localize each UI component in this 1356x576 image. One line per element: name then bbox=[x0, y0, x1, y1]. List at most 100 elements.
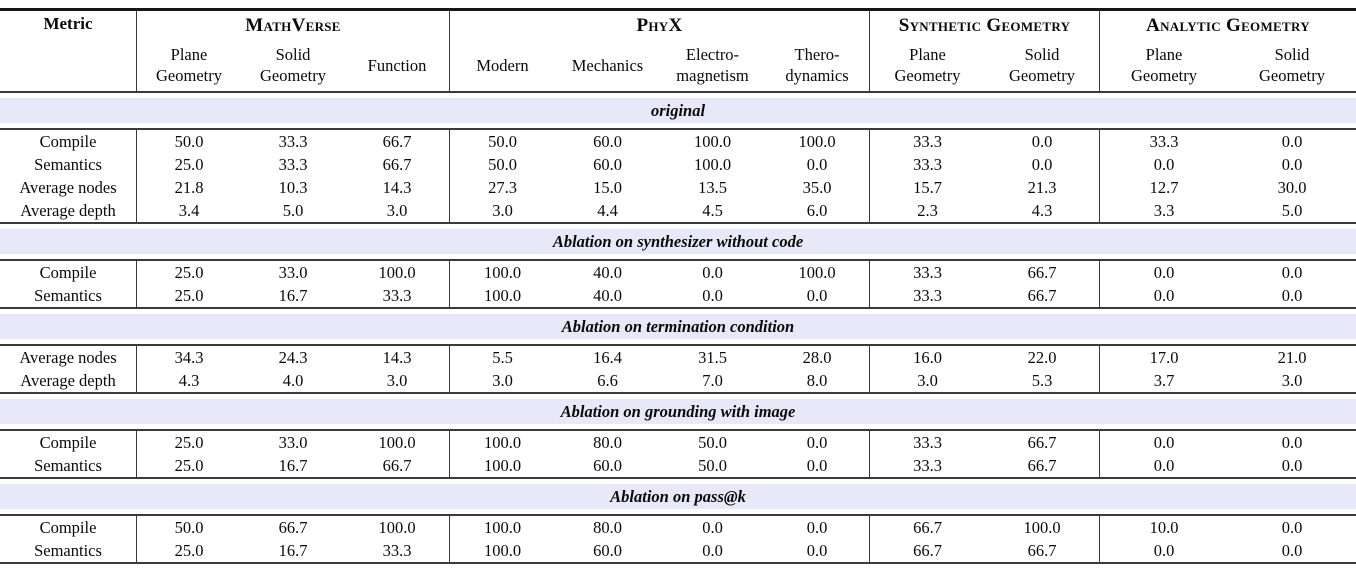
value-cell: 66.7 bbox=[345, 153, 450, 176]
row-label: Compile bbox=[0, 516, 137, 539]
value-cell: 100.0 bbox=[483, 432, 522, 452]
horizontal-rule bbox=[0, 222, 1356, 224]
value-cell: 100.0 bbox=[483, 455, 522, 475]
value-cell: 100.0 bbox=[483, 540, 522, 560]
value-cell: 100.0 bbox=[483, 517, 522, 537]
table-row: Average depth 3.4 5.0 3.0 3.0 4.4 4.5 6.0 2.3 4.3… bbox=[0, 199, 1356, 222]
row-label: Average nodes bbox=[0, 176, 137, 199]
column-header-phyx-electro-magnetism: Electro- magnetism bbox=[676, 45, 749, 85]
value-cell: 31.5 bbox=[698, 347, 727, 367]
group-header-analytic-geometry: Analytic Geometry bbox=[1146, 15, 1310, 36]
horizontal-rule bbox=[0, 344, 1356, 346]
section-header-original: original bbox=[0, 98, 1356, 123]
value-cell: 25.0 bbox=[174, 262, 204, 282]
table-header: Metric MathVerse Plane Geometry Solid Geome… bbox=[0, 11, 1356, 91]
value-cell: 33.3 bbox=[1149, 131, 1179, 151]
value-cell: 25.0 bbox=[174, 154, 204, 174]
value-cell: 3.0 bbox=[492, 200, 513, 220]
value-cell: 28.0 bbox=[765, 346, 870, 369]
value-cell: 4.3 bbox=[985, 199, 1100, 222]
value-cell: 0.0 bbox=[1281, 517, 1303, 537]
row-label: Average depth bbox=[0, 369, 137, 392]
value-cell: 4.0 bbox=[282, 370, 304, 390]
value-cell: 33.3 bbox=[278, 154, 308, 174]
value-cell: 21.0 bbox=[1277, 347, 1307, 367]
horizontal-rule bbox=[0, 514, 1356, 516]
value-cell: 16.7 bbox=[278, 285, 308, 305]
value-cell: 33.3 bbox=[345, 539, 450, 562]
value-cell: 5.3 bbox=[985, 369, 1100, 392]
column-header-phyx-mechanics: Mechanics bbox=[571, 55, 644, 75]
value-cell: 4.5 bbox=[702, 200, 723, 220]
value-cell: 12.7 bbox=[1149, 177, 1179, 197]
value-cell: 0.0 bbox=[765, 153, 870, 176]
value-cell: 33.3 bbox=[278, 131, 308, 151]
section-rows-ablation-on-synthesizer-without-code: Compile 25.0 33.0 100.0 100.0 40.0 0.0 100.0 33.… bbox=[0, 261, 1356, 307]
group-header-phyx: PhyX bbox=[450, 11, 870, 41]
value-cell: 0.0 bbox=[1281, 540, 1303, 560]
value-cell: 33.0 bbox=[278, 262, 308, 282]
table-row: Average depth 4.3 4.0 3.0 3.0 6.6 7.0 8.0 3.0 5.3… bbox=[0, 369, 1356, 392]
row-label: Compile bbox=[0, 431, 137, 454]
value-cell: 24.3 bbox=[278, 347, 308, 367]
value-cell: 25.0 bbox=[174, 540, 204, 560]
value-cell: 50.0 bbox=[488, 154, 517, 174]
value-cell: 15.7 bbox=[913, 177, 942, 197]
results-table: Metric MathVerse Plane Geometry Solid Geome… bbox=[0, 8, 1356, 564]
section-rows-original: Compile 50.0 33.3 66.7 50.0 60.0 100.0 100.0 33.… bbox=[0, 130, 1356, 222]
value-cell: 10.0 bbox=[1149, 517, 1179, 537]
section-rows-ablation-on-pass-k: Compile 50.0 66.7 100.0 100.0 80.0 0.0 0.0 66.7 1… bbox=[0, 516, 1356, 562]
horizontal-rule bbox=[0, 91, 1356, 93]
value-cell: 3.7 bbox=[1153, 370, 1175, 390]
section-header-ablation-on-synthesizer-without-code: Ablation on synthesizer without code bbox=[0, 229, 1356, 254]
value-cell: 0.0 bbox=[702, 517, 723, 537]
value-cell: 3.0 bbox=[345, 369, 450, 392]
value-cell: 0.0 bbox=[765, 516, 870, 539]
horizontal-rule bbox=[0, 259, 1356, 261]
value-cell: 14.3 bbox=[345, 176, 450, 199]
value-cell: 100.0 bbox=[345, 431, 450, 454]
value-cell: 7.0 bbox=[702, 370, 723, 390]
value-cell: 8.0 bbox=[765, 369, 870, 392]
value-cell: 66.7 bbox=[985, 431, 1100, 454]
column-header-synthetic-geometry-plane-geometry: Plane Geometry bbox=[894, 45, 961, 85]
value-cell: 0.0 bbox=[1153, 540, 1175, 560]
value-cell: 5.0 bbox=[1281, 200, 1303, 220]
value-cell: 0.0 bbox=[1281, 455, 1303, 475]
horizontal-rule bbox=[0, 477, 1356, 479]
value-cell: 16.4 bbox=[593, 347, 622, 367]
value-cell: 0.0 bbox=[1281, 432, 1303, 452]
value-cell: 0.0 bbox=[1153, 455, 1175, 475]
value-cell: 0.0 bbox=[1153, 154, 1175, 174]
value-cell: 4.3 bbox=[178, 370, 200, 390]
column-header-analytic-geometry-plane-geometry: Plane Geometry bbox=[1131, 45, 1197, 85]
value-cell: 50.0 bbox=[698, 432, 727, 452]
value-cell: 0.0 bbox=[1153, 285, 1175, 305]
value-cell: 21.3 bbox=[985, 176, 1100, 199]
value-cell: 6.0 bbox=[765, 199, 870, 222]
value-cell: 5.0 bbox=[282, 200, 304, 220]
column-header-phyx-modern: Modern bbox=[476, 55, 529, 75]
value-cell: 33.3 bbox=[913, 131, 942, 151]
value-cell: 0.0 bbox=[702, 262, 723, 282]
value-cell: 13.5 bbox=[698, 177, 727, 197]
value-cell: 60.0 bbox=[593, 455, 622, 475]
value-cell: 15.0 bbox=[593, 177, 622, 197]
value-cell: 60.0 bbox=[593, 131, 622, 151]
value-cell: 66.7 bbox=[985, 539, 1100, 562]
value-cell: 100.0 bbox=[765, 130, 870, 153]
row-label: Semantics bbox=[0, 454, 137, 477]
value-cell: 66.7 bbox=[985, 284, 1100, 307]
value-cell: 16.0 bbox=[913, 347, 942, 367]
row-label: Average nodes bbox=[0, 346, 137, 369]
value-cell: 17.0 bbox=[1149, 347, 1179, 367]
value-cell: 100.0 bbox=[985, 516, 1100, 539]
section-header-ablation-on-termination-condition: Ablation on termination condition bbox=[0, 314, 1356, 339]
value-cell: 3.0 bbox=[345, 199, 450, 222]
value-cell: 80.0 bbox=[593, 432, 622, 452]
row-label: Compile bbox=[0, 130, 137, 153]
value-cell: 50.0 bbox=[488, 131, 517, 151]
table-row: Semantics 25.0 16.7 33.3 100.0 40.0 0.0 0.0 33.3… bbox=[0, 284, 1356, 307]
table-top-rule bbox=[0, 8, 1356, 11]
value-cell: 40.0 bbox=[593, 285, 622, 305]
